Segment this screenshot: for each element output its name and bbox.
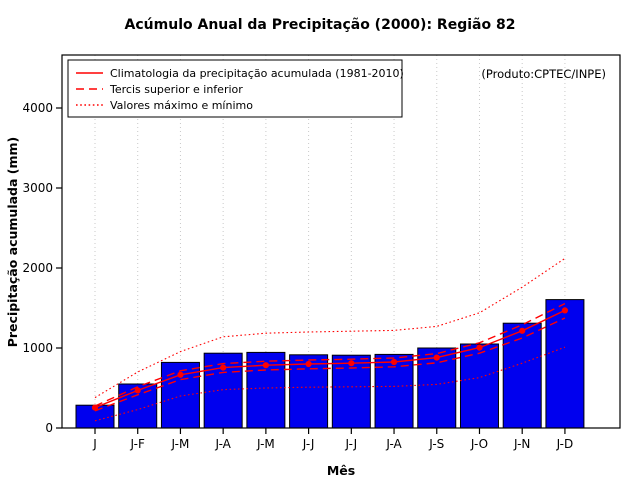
plot-box [61, 54, 621, 429]
climatology-point [220, 364, 227, 371]
climatology-point [348, 360, 355, 367]
legend-label: Valores máximo e mínimo [110, 99, 253, 112]
chart-canvas: 0 1000 2000 3000 4000 J J-F J-M J-A J-M J-J J-J J-A J… [22, 54, 621, 451]
y-tick-label: 2000 [22, 261, 53, 275]
legend-label: Tercis superior e inferior [109, 83, 243, 96]
x-tick-label: J-A [214, 437, 231, 451]
bar [417, 347, 457, 429]
x-tick-label: J-F [130, 437, 145, 451]
climatology-point [390, 358, 398, 366]
climatology-point [476, 344, 483, 351]
climatology-point [305, 360, 312, 368]
climatology-point [134, 387, 141, 394]
series-line-dashed [94, 317, 566, 412]
x-tick-label: J-O [470, 437, 488, 451]
x-tick-label: J [92, 437, 97, 451]
y-axis-label: Precipitação acumulada (mm) [5, 137, 20, 348]
y-tick-label: 3000 [22, 181, 53, 195]
x-tick-label: J-M [256, 437, 275, 451]
bar [203, 352, 243, 429]
legend-label: Climatologia da precipitação acumulada (… [110, 67, 404, 80]
climatology-point [561, 307, 569, 314]
series-line-dashed [94, 302, 566, 407]
bar [502, 322, 542, 429]
y-tick-label: 0 [45, 421, 53, 435]
chart-title: Acúmulo Anual da Precipitação (2000): Re… [125, 17, 516, 33]
x-tick-label: J-M [171, 437, 190, 451]
climatology-point [519, 327, 526, 334]
legend-box [67, 59, 403, 118]
x-tick-label: J-S [428, 437, 444, 451]
x-tick-label: J-J [302, 437, 315, 451]
bar [545, 299, 585, 429]
x-axis-label: Mês [327, 463, 355, 478]
x-tick-label: J-D [556, 437, 574, 451]
x-tick-label: J-J [344, 437, 357, 451]
x-tick-label: J-N [513, 437, 530, 451]
climatology-point [262, 362, 269, 369]
series-line-solid [94, 309, 566, 409]
x-tick-label: J-A [385, 437, 402, 451]
y-tick-label: 1000 [22, 341, 53, 355]
bar [459, 343, 499, 429]
y-tick-label: 4000 [22, 101, 53, 115]
product-annotation: (Produto:CPTEC/INPE) [481, 67, 606, 81]
series-line-dotted [94, 257, 566, 399]
climatology-point [433, 354, 440, 361]
climatology-point [177, 371, 184, 378]
